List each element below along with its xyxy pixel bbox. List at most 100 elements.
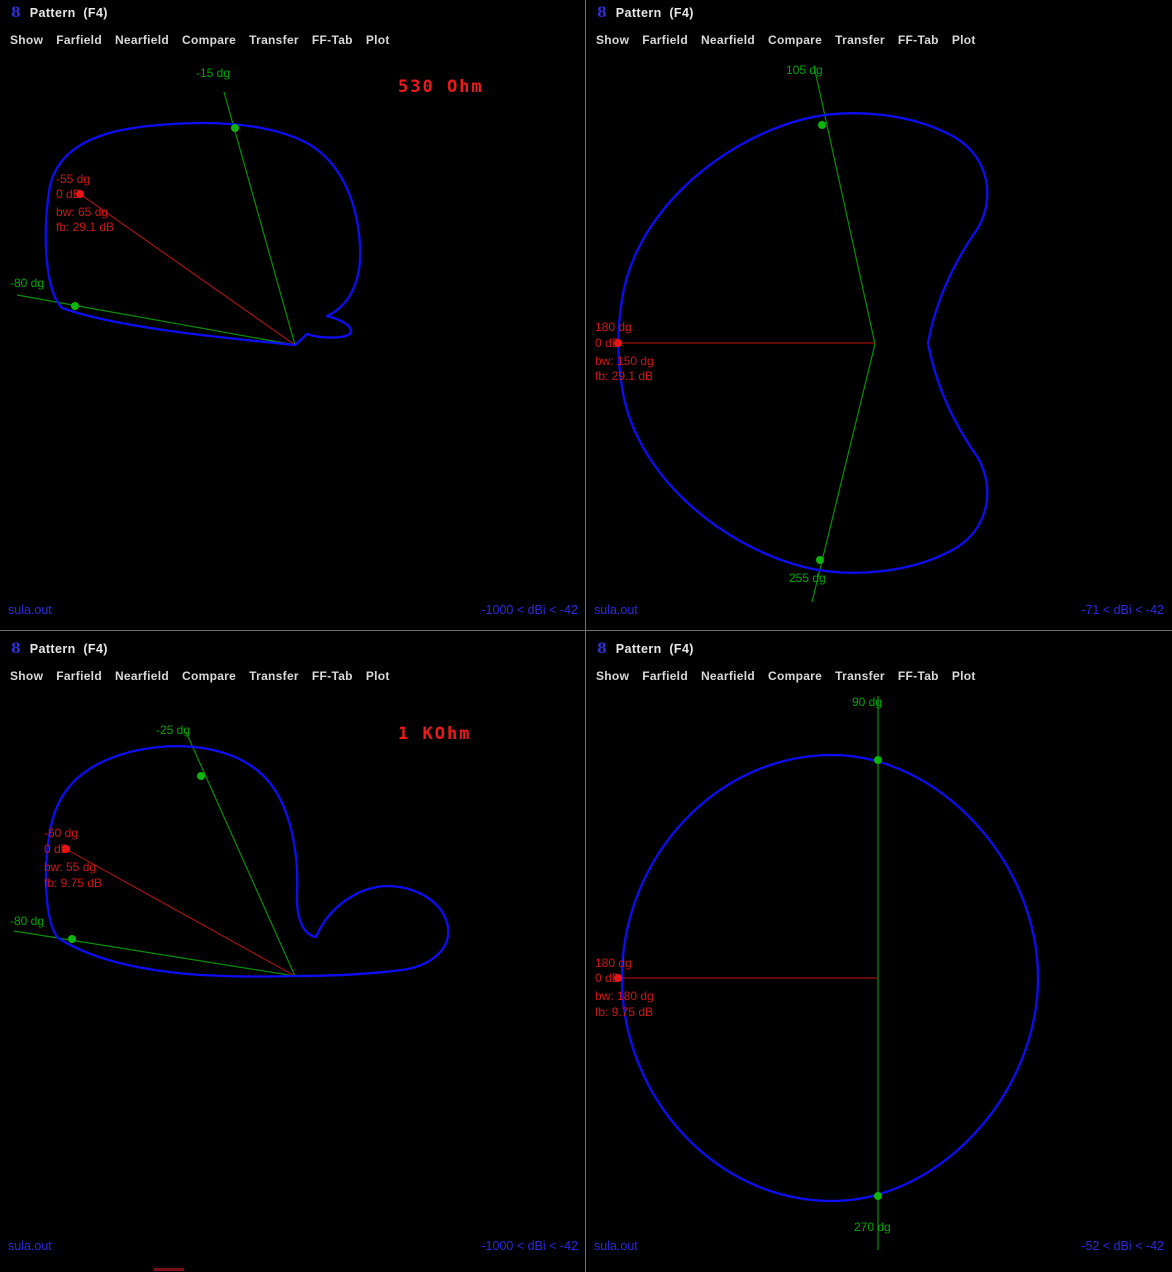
app-icon[interactable]: 8 [597, 640, 607, 657]
beamwidth-dot-lower [874, 1192, 882, 1200]
menu-bar: Show Farfield Nearfield Compare Transfer… [596, 669, 976, 683]
menu-item-fftab[interactable]: FF-Tab [311, 33, 353, 47]
menu-item-compare[interactable]: Compare [182, 669, 237, 683]
max-gain-line [79, 193, 296, 346]
pattern-window-bottom-right: 8 Pattern (F4) Show Farfield Nearfield C… [586, 636, 1172, 1272]
beamwidth-dot-upper [231, 124, 239, 132]
menu-bar: Show Farfield Nearfield Compare Transfer… [596, 33, 976, 47]
menu-item-plot[interactable]: Plot [365, 33, 390, 47]
menu-bar: Show Farfield Nearfield Compare Transfer… [10, 33, 390, 47]
beamwidth-dot-upper [874, 756, 882, 764]
menu-item-fftab[interactable]: FF-Tab [311, 669, 353, 683]
gain-angle-label: -60 dg [44, 826, 79, 840]
menu-item-farfield[interactable]: Farfield [642, 669, 688, 683]
menu-item-nearfield[interactable]: Nearfield [114, 33, 170, 47]
beamwidth-label: bw: 150 dg [595, 354, 654, 368]
status-filename: sula.out [594, 1239, 638, 1253]
menu-item-show[interactable]: Show [596, 33, 630, 47]
menu-item-farfield[interactable]: Farfield [56, 33, 102, 47]
menu-item-plot[interactable]: Plot [365, 669, 390, 683]
title-bar[interactable]: 8 Pattern (F4) [11, 640, 108, 657]
window-title: Pattern (F4) [615, 642, 694, 656]
radiation-pattern-curve [44, 745, 450, 978]
menu-item-transfer[interactable]: Transfer [835, 33, 885, 47]
menu-item-plot[interactable]: Plot [951, 33, 976, 47]
pattern-window-top-left: 8 Pattern (F4) Show Farfield Nearfield C… [0, 0, 586, 636]
menu-item-compare[interactable]: Compare [768, 33, 823, 47]
menu-item-fftab[interactable]: FF-Tab [897, 33, 939, 47]
menu-item-transfer[interactable]: Transfer [249, 669, 299, 683]
beamwidth-dot-lower [68, 935, 76, 943]
impedance-caption: 1 KOhm [398, 724, 472, 744]
status-dbi-range: -52 < dBi < -42 [1081, 1239, 1164, 1253]
menu-item-nearfield[interactable]: Nearfield [700, 33, 756, 47]
beamwidth-line-upper [185, 731, 296, 977]
title-bar[interactable]: 8 Pattern (F4) [597, 4, 694, 21]
menu-item-nearfield[interactable]: Nearfield [114, 669, 170, 683]
beam-angle-label: -25 dg [156, 723, 191, 737]
beam-angle-label: -15 dg [196, 66, 231, 80]
status-dbi-range: -1000 < dBi < -42 [481, 1239, 578, 1253]
status-dbi-range: -1000 < dBi < -42 [481, 603, 578, 617]
beamwidth-lines [811, 65, 876, 603]
status-filename: sula.out [8, 603, 52, 617]
title-bar[interactable]: 8 Pattern (F4) [597, 640, 694, 657]
max-gain-dot [614, 339, 622, 347]
max-gain-dot [614, 974, 622, 982]
clipped-red-artifact [154, 1268, 184, 1271]
beamwidth-dot-upper [197, 772, 205, 780]
menu-item-compare[interactable]: Compare [768, 669, 823, 683]
max-gain-dot [76, 190, 84, 198]
status-filename: sula.out [594, 603, 638, 617]
menu-item-plot[interactable]: Plot [951, 669, 976, 683]
beamwidth-line-upper [223, 91, 296, 346]
menu-item-fftab[interactable]: FF-Tab [897, 669, 939, 683]
menu-item-farfield[interactable]: Farfield [56, 669, 102, 683]
status-dbi-range: -71 < dBi < -42 [1081, 603, 1164, 617]
gain-angle-label: -55 dg [56, 172, 91, 186]
menu-item-show[interactable]: Show [10, 33, 44, 47]
title-bar[interactable]: 8 Pattern (F4) [11, 4, 108, 21]
menu-item-show[interactable]: Show [10, 669, 44, 683]
menu-item-show[interactable]: Show [596, 669, 630, 683]
menu-item-transfer[interactable]: Transfer [835, 669, 885, 683]
status-bar: sula.out -1000 < dBi < -42 [0, 1237, 586, 1255]
menu-item-farfield[interactable]: Farfield [642, 33, 688, 47]
gain-db-label: 0 dB [56, 187, 81, 201]
back-angle-label: -80 dg [10, 914, 45, 928]
app-icon[interactable]: 8 [11, 640, 21, 657]
window-title: Pattern (F4) [615, 6, 694, 20]
front-back-label: fb: 9.75 dB [595, 1005, 654, 1019]
window-divider-horizontal [0, 630, 1172, 631]
gain-angle-label: 180 dg [595, 956, 632, 970]
menu-item-nearfield[interactable]: Nearfield [700, 669, 756, 683]
window-title: Pattern (F4) [29, 6, 108, 20]
window-title: Pattern (F4) [29, 642, 108, 656]
app-icon[interactable]: 8 [597, 4, 607, 21]
front-back-label: fb: 9.75 dB [44, 876, 103, 890]
menu-item-transfer[interactable]: Transfer [249, 33, 299, 47]
back-angle-label: -80 dg [10, 276, 45, 290]
beamwidth-dot-lower [71, 302, 79, 310]
beam-angle-label: 90 dg [852, 695, 883, 709]
status-bar: sula.out -52 < dBi < -42 [586, 1237, 1172, 1255]
radiation-pattern-plot [614, 65, 989, 603]
radiation-pattern-curve [44, 121, 362, 347]
radiation-pattern-plot [614, 696, 1040, 1250]
beam-angle-label: 105 dg [786, 63, 823, 77]
back-angle-label: 255 dg [789, 571, 826, 585]
max-gain-dot [62, 845, 70, 853]
back-angle-label: 270 dg [854, 1220, 891, 1234]
window-divider-vertical [585, 0, 586, 1272]
app-icon[interactable]: 8 [11, 4, 21, 21]
impedance-caption: 530 Ohm [398, 77, 484, 97]
menu-item-compare[interactable]: Compare [182, 33, 237, 47]
front-back-label: fb: 29.1 dB [56, 220, 115, 234]
pattern-window-bottom-left: 8 Pattern (F4) Show Farfield Nearfield C… [0, 636, 586, 1272]
gain-angle-label: 180 dg [595, 320, 632, 334]
gain-db-label: 0 dB [44, 842, 69, 856]
menu-bar: Show Farfield Nearfield Compare Transfer… [10, 669, 390, 683]
radiation-pattern-plot [16, 91, 362, 347]
beamwidth-label: bw: 65 dg [56, 205, 109, 219]
pattern-window-top-right: 8 Pattern (F4) Show Farfield Nearfield C… [586, 0, 1172, 636]
